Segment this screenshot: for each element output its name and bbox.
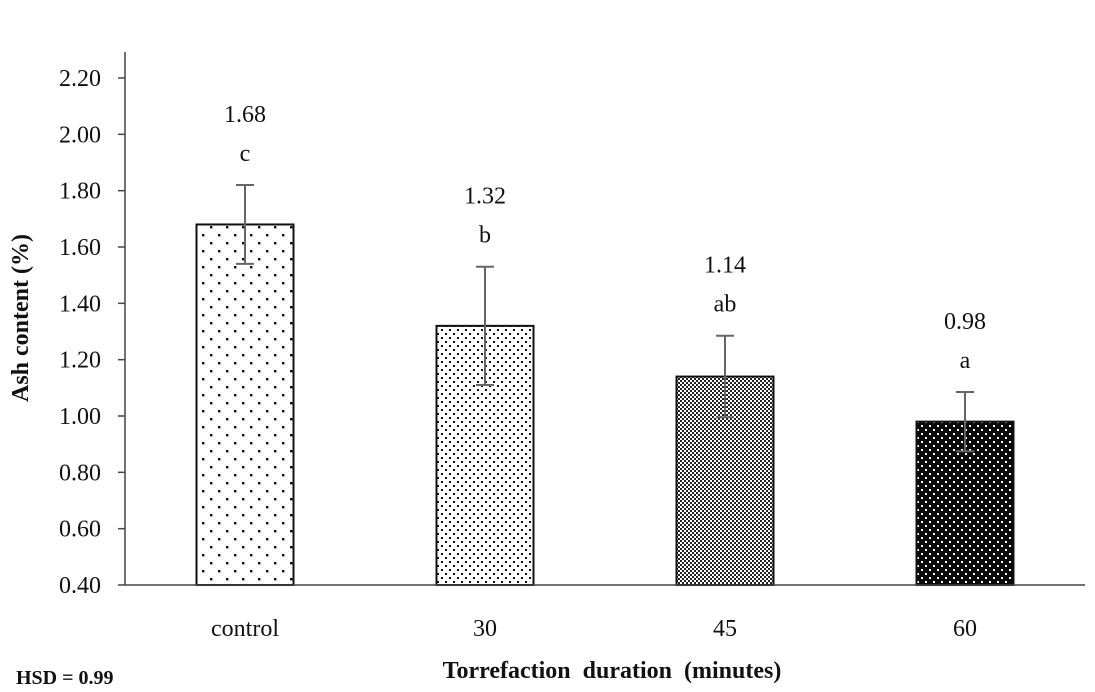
y-tick-label: 1.60: [59, 235, 101, 261]
x-axis-title: Torrefaction duration (minutes): [443, 658, 782, 684]
group-letter: b: [479, 223, 491, 249]
y-tick-label: 0.60: [59, 517, 101, 543]
y-tick-label: 0.40: [59, 573, 101, 599]
x-tick-label: 45: [713, 616, 737, 642]
group-letter: c: [240, 141, 251, 167]
x-axis-ticks: control 30 45 60: [211, 616, 977, 642]
y-tick-label: 1.40: [59, 291, 101, 317]
group-letter: ab: [714, 292, 737, 318]
y-axis-title: Ash content (%): [8, 234, 34, 402]
x-tick-label: 60: [953, 616, 977, 642]
data-label: 1.68: [224, 102, 266, 128]
y-tick-label: 2.20: [59, 66, 101, 92]
bar-labels: 1.68 c 1.32 b 1.14 ab 0.98 a: [224, 102, 986, 374]
hsd-note: HSD = 0.99: [16, 667, 114, 689]
bars: [195, 223, 1015, 587]
data-label: 1.14: [704, 253, 746, 279]
group-letter: a: [960, 348, 971, 374]
y-axis-ticks: 0.40 0.60 0.80 1.00 1.20 1.40 1.60 1.80 2.00 2.20: [59, 66, 125, 599]
x-tick-label: 30: [473, 616, 497, 642]
x-tick-label: control: [211, 616, 279, 642]
data-label: 1.32: [464, 184, 506, 210]
y-tick-label: 1.20: [59, 348, 101, 374]
y-tick-label: 0.80: [59, 460, 101, 486]
y-tick-label: 1.00: [59, 404, 101, 430]
y-tick-label: 1.80: [59, 179, 101, 205]
y-tick-label: 2.00: [59, 122, 101, 148]
error-bars: [236, 184, 974, 453]
data-label: 0.98: [944, 309, 986, 335]
bar: [195, 223, 295, 586]
